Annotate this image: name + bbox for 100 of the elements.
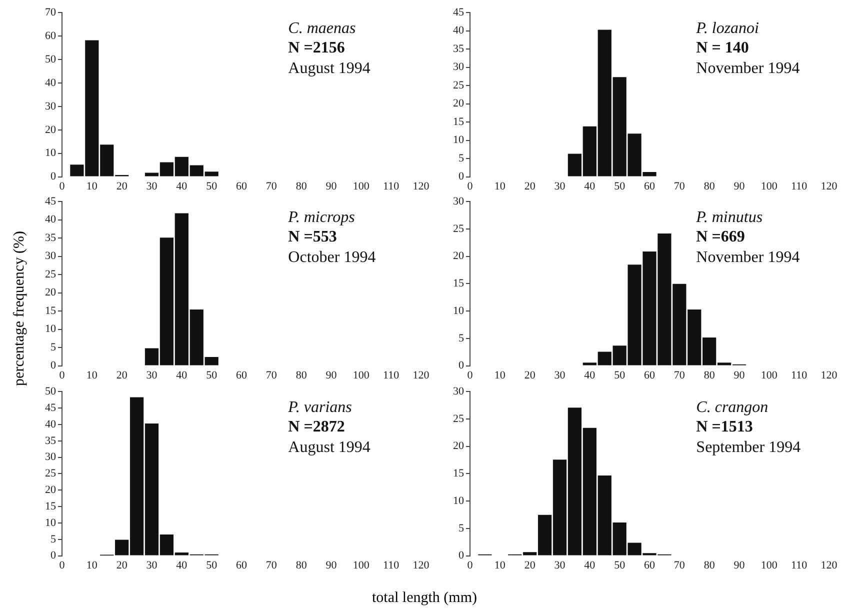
y-tick-label: 30 [453, 195, 464, 208]
x-tick-label: 0 [467, 180, 474, 192]
y-tick-label: 50 [45, 53, 56, 66]
x-tick-label: 30 [554, 180, 566, 192]
y-tick-label: 50 [45, 385, 56, 398]
y-tick-label: 35 [45, 434, 56, 447]
y-tick-label: 10 [453, 304, 464, 317]
y-tick-label: 0 [458, 360, 464, 372]
annotation: August 1994 [288, 60, 370, 77]
x-tick-label: 40 [584, 559, 596, 572]
annotation: N =553 [288, 228, 337, 246]
x-tick-label: 10 [86, 180, 98, 192]
x-tick-label: 60 [236, 180, 248, 192]
annotation: October 1994 [288, 248, 376, 266]
x-tick-label: 70 [266, 369, 278, 382]
x-tick-label: 120 [412, 180, 430, 192]
y-tick-label: 30 [45, 100, 56, 112]
x-tick-label: 50 [206, 369, 218, 382]
x-tick-label: 20 [524, 559, 536, 572]
x-tick-label: 90 [734, 369, 746, 382]
y-tick-label: 30 [453, 61, 464, 74]
x-tick-label: 20 [524, 180, 536, 192]
x-tick-label: 30 [146, 369, 158, 382]
x-tick-label: 80 [296, 559, 308, 572]
x-tick-label: 80 [704, 180, 716, 192]
y-tick-label: 10 [45, 516, 56, 529]
x-tick-label: 0 [467, 559, 474, 572]
y-tick-label: 10 [453, 134, 464, 146]
x-tick-label: 80 [296, 369, 308, 382]
y-tick-label: 5 [50, 533, 56, 546]
annotation: N = 140 [696, 40, 749, 57]
annotation: P. minutus [695, 208, 763, 226]
x-tick-label: 90 [326, 369, 338, 382]
x-tick-label: 50 [614, 369, 626, 382]
y-tick-label: 0 [458, 170, 464, 183]
annotation: P. microps [287, 208, 355, 226]
y-tick-label: 30 [45, 451, 56, 464]
x-tick-label: 100 [760, 559, 778, 572]
y-tick-label: 5 [50, 341, 56, 354]
x-tick-label: 70 [674, 180, 686, 192]
y-tick-label: 15 [453, 116, 464, 128]
y-tick-label: 5 [458, 332, 464, 344]
x-tick-label: 0 [59, 559, 66, 572]
x-tick-label: 0 [59, 369, 66, 382]
annotation: N =2156 [288, 40, 345, 57]
y-tick-label: 60 [45, 30, 56, 42]
x-tick-label: 80 [296, 180, 308, 192]
y-tick-label: 0 [50, 550, 56, 562]
x-tick-label: 120 [412, 369, 430, 382]
y-tick-label: 25 [45, 468, 56, 480]
x-tick-label: 50 [614, 559, 626, 572]
x-tick-label: 100 [352, 369, 370, 382]
x-tick-label: 30 [146, 180, 158, 192]
x-tick-label: 60 [644, 369, 656, 382]
y-tick-label: 45 [45, 195, 56, 208]
x-tick-label: 50 [206, 559, 218, 572]
y-tick-label: 5 [458, 522, 464, 534]
annotation: November 1994 [696, 248, 800, 266]
x-tick-label: 80 [704, 559, 716, 572]
x-tick-label: 90 [326, 559, 338, 572]
y-tick-label: 10 [45, 323, 56, 336]
annotation: C. maenas [288, 20, 356, 37]
x-tick-label: 60 [236, 369, 248, 382]
x-tick-label: 40 [584, 180, 596, 192]
x-tick-label: 110 [383, 180, 400, 192]
annotation: August 1994 [288, 438, 370, 456]
x-tick-label: 110 [791, 180, 808, 192]
x-tick-label: 20 [116, 180, 128, 192]
x-tick-label: 20 [524, 369, 536, 382]
x-tick-label: 50 [614, 180, 626, 192]
y-tick-label: 20 [453, 250, 464, 262]
y-tick-label: 15 [45, 304, 56, 317]
y-tick-label: 0 [458, 550, 464, 562]
annotation: N =1513 [696, 418, 753, 436]
y-tick-label: 25 [453, 412, 464, 425]
x-tick-label: 100 [760, 180, 778, 192]
y-tick-label: 20 [453, 440, 464, 452]
x-tick-label: 10 [86, 559, 98, 572]
x-tick-label: 40 [176, 369, 188, 382]
y-tick-label: 35 [45, 232, 56, 244]
y-tick-label: 45 [453, 6, 464, 18]
x-tick-label: 60 [644, 559, 656, 572]
x-tick-label: 90 [326, 180, 338, 192]
x-tick-label: 120 [412, 559, 430, 572]
x-tick-label: 60 [236, 559, 248, 572]
y-tick-label: 20 [45, 484, 56, 496]
y-tick-label: 10 [453, 494, 464, 507]
x-tick-label: 70 [266, 180, 278, 192]
y-tick-label: 0 [50, 360, 56, 372]
y-tick-label: 25 [453, 79, 464, 92]
x-tick-label: 100 [352, 180, 370, 192]
x-tick-label: 90 [734, 180, 746, 192]
x-tick-label: 10 [86, 369, 98, 382]
y-tick-label: 70 [45, 6, 56, 18]
y-tick-label: 0 [50, 170, 56, 183]
x-tick-label: 30 [146, 559, 158, 572]
y-tick-label: 5 [458, 152, 464, 164]
x-tick-label: 60 [644, 180, 656, 192]
y-tick-label: 20 [45, 286, 56, 299]
x-tick-label: 110 [383, 369, 400, 382]
